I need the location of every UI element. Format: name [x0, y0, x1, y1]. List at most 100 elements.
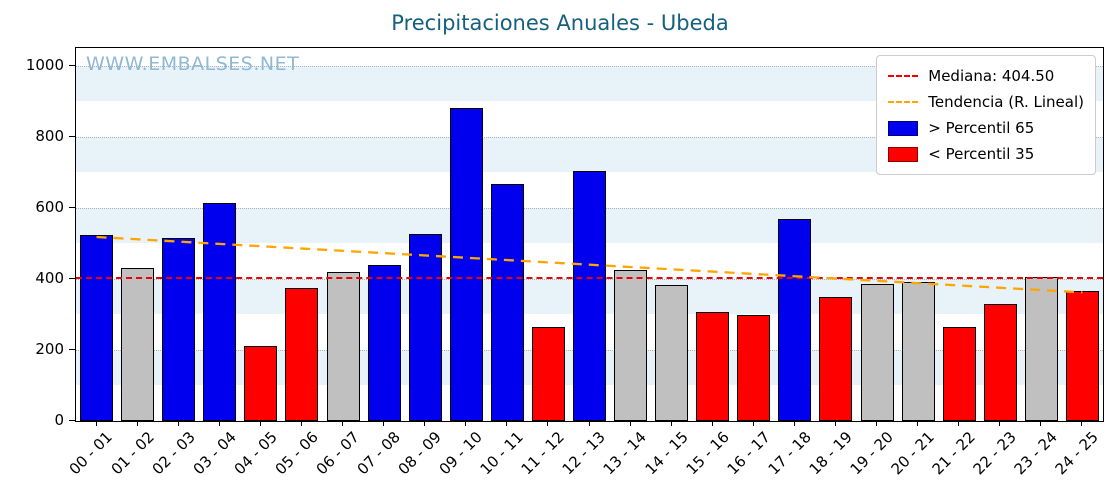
- legend-label: Mediana: 404.50: [928, 67, 1055, 85]
- x-tick-label: 19 - 20: [846, 428, 897, 479]
- bar-05-06: [285, 287, 319, 421]
- x-tick-label: 13 - 14: [600, 428, 651, 479]
- y-tick: [69, 135, 75, 137]
- x-tick: [465, 421, 467, 426]
- watermark: WWW.EMBALSES.NET: [86, 53, 300, 75]
- x-tick-label: 11 - 12: [517, 428, 569, 479]
- bar-16-17: [737, 315, 771, 421]
- legend: Mediana: 404.50 Tendencia (R. Lineal) > Pe…: [876, 55, 1096, 175]
- red-patch-icon: [888, 146, 919, 162]
- red-dashed-line-icon: [888, 75, 919, 77]
- x-tick-label: 07 - 08: [353, 428, 404, 479]
- chart-title: Precipitaciones Anuales - Ubeda: [391, 11, 729, 35]
- y-tick-label: 600: [35, 197, 64, 216]
- x-tick-label: 23 - 24: [1010, 428, 1062, 479]
- plot-area: WWW.EMBALSES.NET Mediana: 404.50 Tendenci…: [75, 47, 1104, 422]
- bar-14-15: [655, 284, 689, 421]
- bar-02-03: [162, 238, 196, 421]
- x-tick-label: 10 - 11: [476, 428, 528, 479]
- y-tick: [69, 277, 75, 279]
- x-tick: [999, 421, 1001, 426]
- y-tick-label: 800: [35, 126, 64, 145]
- bar-15-16: [696, 311, 730, 421]
- x-tick-label: 02 - 03: [148, 428, 199, 479]
- median-line: [76, 277, 1103, 280]
- x-tick-label: 12 - 13: [558, 428, 610, 479]
- y-tick: [69, 420, 75, 421]
- x-tick: [259, 421, 261, 426]
- x-tick: [958, 421, 960, 426]
- legend-label: Tendencia (R. Lineal): [928, 93, 1084, 111]
- bar-18-19: [819, 296, 853, 421]
- bar-12-13: [573, 170, 606, 421]
- bar-22-23: [983, 304, 1017, 421]
- x-tick-label: 04 - 05: [230, 428, 281, 479]
- legend-label: > Percentil 65: [928, 119, 1035, 137]
- x-tick: [218, 421, 220, 426]
- x-tick-label: 14 - 15: [641, 428, 692, 479]
- x-tick-label: 09 - 10: [435, 428, 486, 479]
- x-tick: [670, 421, 672, 426]
- legend-item-2: > Percentil 65: [888, 115, 1084, 141]
- y-tick: [69, 348, 75, 350]
- legend-item-3: < Percentil 35: [888, 141, 1084, 167]
- bar-10-11: [490, 184, 524, 421]
- x-tick-label: 06 - 07: [312, 428, 363, 479]
- x-tick: [506, 421, 508, 426]
- legend-item-0: Mediana: 404.50: [888, 63, 1084, 89]
- bar-09-10: [449, 108, 483, 421]
- x-tick: [95, 421, 97, 426]
- bar-08-09: [408, 233, 442, 421]
- gridline: [76, 136, 1103, 138]
- x-tick-label: 20 - 21: [887, 428, 938, 479]
- bar-17-18: [778, 218, 812, 421]
- bar-13-14: [614, 270, 648, 421]
- x-tick: [136, 421, 138, 426]
- x-tick-label: 15 - 16: [682, 428, 733, 479]
- x-tick-label: 03 - 04: [189, 428, 240, 479]
- y-tick-label: 200: [35, 339, 64, 358]
- x-tick: [834, 421, 836, 426]
- legend-label: < Percentil 35: [928, 145, 1035, 163]
- x-tick-label: 21 - 22: [928, 428, 979, 479]
- x-tick: [300, 421, 302, 426]
- x-tick: [177, 421, 179, 426]
- x-tick-label: 16 - 17: [723, 428, 774, 479]
- bar-11-12: [531, 326, 565, 421]
- x-tick-label: 08 - 09: [394, 428, 445, 479]
- x-tick-label: 22 - 23: [969, 428, 1021, 479]
- bar-00-01: [80, 234, 114, 421]
- x-tick-label: 24 - 25: [1051, 428, 1103, 479]
- y-tick-label: 400: [35, 268, 64, 287]
- x-tick-label: 01 - 02: [107, 428, 158, 479]
- bar-03-04: [203, 202, 237, 421]
- x-tick: [383, 421, 385, 426]
- x-tick: [547, 421, 549, 426]
- bar-24-25: [1065, 291, 1099, 421]
- bar-07-08: [367, 264, 401, 421]
- x-tick: [752, 421, 754, 426]
- y-tick: [69, 64, 75, 66]
- legend-item-1: Tendencia (R. Lineal): [888, 89, 1084, 115]
- orange-dashed-line-icon: [888, 101, 919, 103]
- gridline: [76, 65, 1103, 67]
- x-tick: [1040, 421, 1042, 426]
- x-tick: [342, 421, 344, 426]
- x-tick: [629, 421, 631, 426]
- x-tick: [793, 421, 795, 426]
- x-tick: [588, 421, 590, 426]
- y-tick: [69, 206, 75, 208]
- x-tick-label: 18 - 19: [805, 428, 856, 479]
- y-tick-label: 1000: [25, 55, 64, 74]
- x-tick: [424, 421, 426, 426]
- x-tick-label: 17 - 18: [764, 428, 815, 479]
- x-tick: [1081, 421, 1083, 426]
- x-tick: [876, 421, 878, 426]
- blue-patch-icon: [888, 120, 919, 136]
- bar-06-07: [326, 271, 360, 421]
- x-tick: [711, 421, 713, 426]
- bar-19-20: [860, 283, 894, 421]
- trend-line: [96, 235, 1083, 294]
- bar-04-05: [244, 346, 278, 421]
